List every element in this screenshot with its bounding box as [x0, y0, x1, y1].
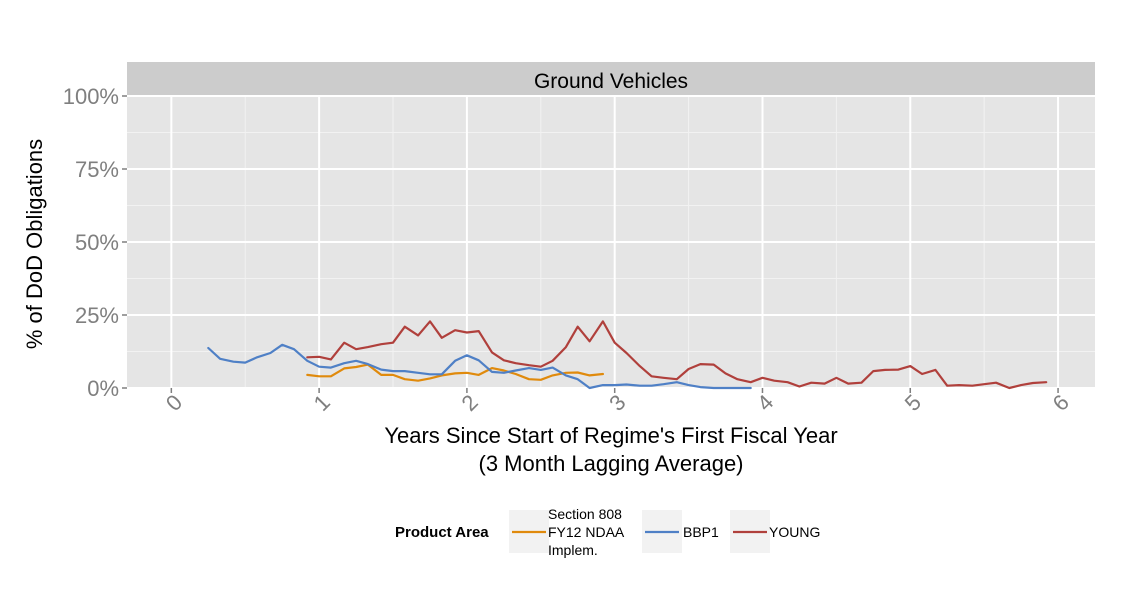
y-tick-label: 50%: [75, 230, 119, 255]
legend-label-line: FY12 NDAA: [548, 524, 625, 540]
y-tick-label: 100%: [63, 84, 119, 109]
y-tick-label: 0%: [87, 376, 119, 401]
y-tick-label: 75%: [75, 157, 119, 182]
x-axis-title-line1: Years Since Start of Regime's First Fisc…: [384, 423, 837, 448]
legend-label: Section 808 FY12 NDAA Implem.: [548, 506, 625, 558]
legend: Product Area Section 808 FY12 NDAA Implem.…: [395, 506, 820, 558]
y-tick-label: 25%: [75, 303, 119, 328]
facet-strip: [127, 62, 1095, 96]
legend-title: Product Area: [395, 524, 489, 541]
y-axis: 0% 25% 50% 75% 100%: [63, 84, 127, 401]
y-axis-title: % of DoD Obligations: [22, 139, 47, 349]
x-axis-title-line2: (3 Month Lagging Average): [479, 451, 744, 476]
major-gridlines: [127, 95, 1095, 389]
series-line-0: [306, 363, 605, 382]
series-lines: [207, 320, 1048, 390]
legend-label: YOUNG: [769, 524, 820, 540]
legend-label: BBP1: [683, 524, 719, 540]
series-line-1: [207, 343, 752, 390]
series-line-2: [306, 320, 1048, 390]
legend-label-line: Implem.: [548, 542, 598, 558]
legend-label-line: Section 808: [548, 506, 622, 522]
facet-title: Ground Vehicles: [534, 70, 688, 93]
legend-label-line: YOUNG: [769, 524, 820, 540]
legend-label-line: BBP1: [683, 524, 719, 540]
